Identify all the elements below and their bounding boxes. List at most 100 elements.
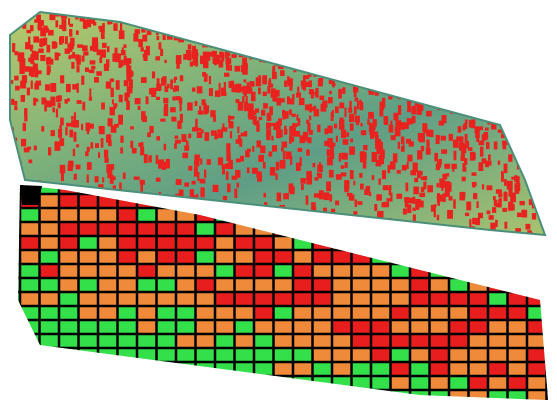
speckle [365,31,369,37]
grid-cell [547,236,557,250]
speckle [398,51,403,59]
speckle [74,174,77,180]
speckle [113,176,115,180]
speckle [480,147,483,157]
speckle [456,44,460,52]
grid-cell [40,222,60,236]
speckle [539,114,542,121]
grid-cell [488,334,508,348]
speckle [77,83,79,93]
speckle [293,33,298,40]
speckle [170,107,176,112]
speckle [539,44,545,49]
speckle [236,158,241,162]
grid-cell [449,264,469,278]
speckle [492,56,494,63]
speckle [382,24,386,32]
speckle [511,24,514,34]
speckle [504,99,507,105]
speckle [336,26,339,30]
speckle [174,144,177,149]
grid-cell [410,250,430,264]
speckle [359,173,362,178]
speckle [229,27,233,35]
speckle [47,66,50,71]
speckle [145,18,148,23]
grid-cell [469,334,489,348]
speckle [303,132,308,142]
speckle [15,86,20,91]
speckle [278,118,282,125]
speckle [459,100,463,108]
speckle [71,120,77,127]
speckle [360,184,364,190]
speckle [461,13,464,20]
speckle [521,78,524,88]
speckle [542,105,547,111]
speckle [257,120,260,126]
grid-cell [79,348,99,362]
speckle [199,106,201,111]
grid-cell [488,390,508,404]
speckle [11,16,15,22]
speckle [95,143,99,148]
speckle [297,62,302,66]
speckle [11,99,14,105]
grid-cell [137,376,157,390]
speckle [383,42,387,48]
grid-cell [20,320,40,334]
speckle [441,149,447,154]
speckle [180,75,183,81]
grid-cell [469,348,489,362]
speckle [446,79,448,86]
speckle [212,51,217,57]
speckle [386,53,389,58]
speckle [494,69,497,73]
speckle [222,123,224,128]
grid-cell [254,250,274,264]
speckle [379,78,383,82]
speckle [104,158,108,163]
speckle [525,17,529,22]
grid-cell [293,222,313,236]
speckle [475,56,478,63]
speckle [360,48,365,52]
grid-cell [332,250,352,264]
speckle [344,186,348,192]
grid-cell [371,320,391,334]
grid-cell [157,278,177,292]
speckle [111,125,117,132]
speckle [226,163,231,169]
speckle [340,118,344,127]
speckle [527,68,531,74]
speckle [217,129,223,138]
grid-cell [157,222,177,236]
speckle [434,153,438,162]
grid-cell [79,194,99,208]
speckle [525,170,530,174]
speckle [249,46,252,51]
speckle [242,86,246,95]
speckle [376,160,380,166]
speckle [224,73,229,77]
speckle [446,173,450,176]
speckle [339,12,343,15]
speckle [482,134,487,140]
grid-cell [410,320,430,334]
speckle [192,181,196,185]
speckle [478,141,484,146]
grid-cell [98,236,118,250]
speckle [499,33,501,42]
grid-cell [274,250,294,264]
speckle [198,128,201,131]
speckle [271,88,276,97]
speckle [518,68,521,74]
speckle [171,117,176,122]
speckle [242,38,246,46]
grid-cell [157,264,177,278]
speckle [505,15,510,21]
speckle [528,99,531,109]
speckle [299,98,305,105]
speckle [235,170,240,178]
speckle [509,189,513,197]
